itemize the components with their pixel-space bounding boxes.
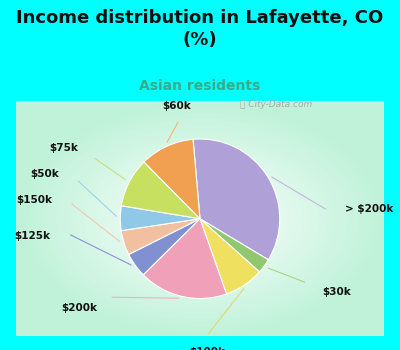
Wedge shape	[120, 206, 200, 231]
Wedge shape	[144, 139, 200, 219]
Text: $60k: $60k	[162, 101, 191, 111]
Text: $125k: $125k	[14, 231, 50, 241]
Text: ⓘ City-Data.com: ⓘ City-Data.com	[240, 100, 312, 109]
Text: $30k: $30k	[322, 287, 351, 297]
Wedge shape	[143, 219, 226, 299]
Wedge shape	[121, 219, 200, 254]
Wedge shape	[200, 219, 268, 272]
Text: $50k: $50k	[30, 169, 59, 179]
Text: > $200k: > $200k	[345, 204, 394, 214]
Wedge shape	[129, 219, 200, 275]
Text: Asian residents: Asian residents	[139, 79, 261, 93]
Text: $200k: $200k	[61, 303, 97, 313]
Text: $100k: $100k	[190, 347, 226, 350]
Text: $75k: $75k	[49, 144, 78, 153]
Wedge shape	[121, 162, 200, 219]
Wedge shape	[200, 219, 260, 294]
Text: Income distribution in Lafayette, CO
(%): Income distribution in Lafayette, CO (%)	[16, 9, 384, 49]
Text: $150k: $150k	[16, 195, 52, 205]
Wedge shape	[193, 139, 280, 260]
